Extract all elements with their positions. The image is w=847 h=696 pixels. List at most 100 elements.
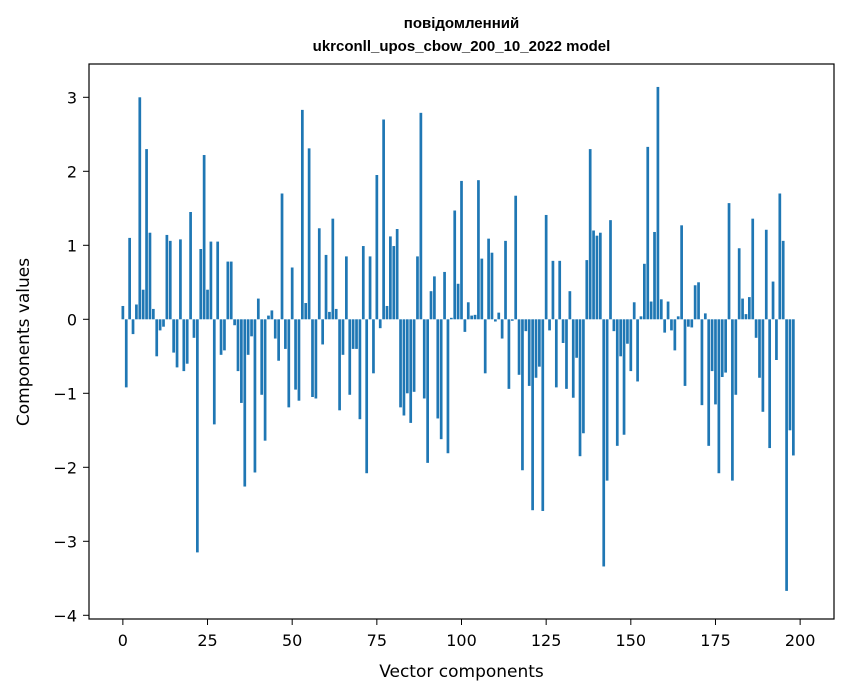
bar bbox=[521, 319, 524, 471]
y-tick-label: −3 bbox=[53, 532, 77, 551]
bar bbox=[185, 319, 189, 364]
bar bbox=[328, 311, 331, 320]
bar bbox=[449, 317, 453, 320]
bar bbox=[734, 319, 738, 395]
bar bbox=[541, 319, 545, 511]
x-tick-label: 50 bbox=[282, 631, 302, 650]
bar bbox=[781, 240, 785, 320]
bar bbox=[720, 319, 724, 378]
x-tick-label: 25 bbox=[197, 631, 217, 650]
bar bbox=[717, 319, 721, 474]
bar bbox=[659, 299, 663, 320]
bar bbox=[361, 246, 365, 320]
bar bbox=[226, 261, 230, 320]
bar bbox=[158, 319, 162, 331]
chart-title-line-2: ukrconll_upos_cbow_200_10_2022 model bbox=[313, 38, 611, 55]
x-axis-label: Vector components bbox=[379, 662, 544, 682]
bar bbox=[223, 319, 226, 351]
bar bbox=[436, 319, 440, 419]
bar bbox=[568, 291, 572, 320]
bar bbox=[151, 308, 155, 320]
bar bbox=[771, 281, 775, 320]
bar bbox=[663, 319, 667, 333]
bar bbox=[480, 258, 484, 320]
bar bbox=[128, 237, 131, 320]
bar bbox=[314, 319, 318, 399]
bar bbox=[761, 319, 765, 412]
bar bbox=[260, 319, 264, 395]
bar bbox=[375, 175, 379, 320]
bar bbox=[277, 319, 280, 361]
bar bbox=[233, 319, 236, 326]
bar bbox=[138, 97, 142, 320]
bar bbox=[737, 248, 741, 320]
bar bbox=[402, 319, 406, 416]
bar bbox=[162, 319, 165, 327]
bar bbox=[168, 240, 172, 320]
bar bbox=[463, 319, 467, 332]
bar bbox=[192, 319, 196, 338]
bar bbox=[629, 319, 633, 372]
bar bbox=[690, 319, 694, 328]
bar bbox=[602, 319, 606, 567]
bar bbox=[487, 238, 490, 320]
bar bbox=[747, 297, 751, 320]
bar bbox=[246, 319, 250, 355]
bar bbox=[338, 319, 341, 411]
bar bbox=[507, 319, 511, 389]
chart-title-line-1: повідомленний bbox=[404, 15, 519, 32]
bar bbox=[385, 305, 389, 320]
bar bbox=[676, 316, 680, 320]
bar bbox=[707, 319, 711, 446]
bar bbox=[209, 241, 213, 320]
bar bbox=[426, 319, 429, 463]
y-tick-label: 1 bbox=[67, 236, 77, 255]
bar bbox=[304, 303, 308, 320]
bar bbox=[460, 180, 463, 320]
bar bbox=[311, 319, 314, 397]
bar bbox=[284, 319, 287, 349]
bar bbox=[280, 193, 284, 320]
bar bbox=[551, 260, 555, 320]
bar bbox=[219, 319, 223, 355]
bar bbox=[236, 319, 240, 372]
bar bbox=[592, 230, 595, 320]
bar bbox=[490, 252, 494, 320]
bar bbox=[121, 305, 125, 320]
y-tick-label: 0 bbox=[67, 310, 77, 329]
bar bbox=[334, 308, 338, 320]
bar bbox=[124, 319, 128, 388]
bar bbox=[653, 231, 656, 320]
bar bbox=[267, 315, 270, 320]
bar bbox=[768, 319, 772, 449]
y-tick-label: 2 bbox=[67, 162, 77, 181]
bar bbox=[619, 319, 623, 357]
bar bbox=[358, 319, 362, 420]
bar bbox=[727, 203, 731, 320]
bar bbox=[148, 232, 152, 320]
bar bbox=[355, 319, 358, 349]
bar bbox=[544, 214, 548, 320]
bar bbox=[656, 86, 660, 320]
bar bbox=[175, 319, 179, 368]
bar bbox=[341, 319, 345, 355]
bar bbox=[290, 267, 294, 320]
bar bbox=[172, 319, 176, 353]
bar bbox=[710, 319, 714, 372]
bar bbox=[453, 210, 457, 320]
bar bbox=[751, 218, 755, 320]
bar bbox=[585, 260, 589, 320]
bar bbox=[792, 319, 795, 456]
bar bbox=[419, 112, 423, 320]
bar bbox=[240, 319, 243, 403]
bar bbox=[680, 225, 683, 320]
bar bbox=[243, 319, 247, 487]
bar bbox=[788, 319, 792, 431]
bar bbox=[199, 249, 203, 320]
bar bbox=[331, 218, 335, 320]
bar bbox=[683, 319, 687, 386]
bar bbox=[270, 310, 274, 320]
bar bbox=[785, 319, 788, 591]
bar bbox=[646, 146, 650, 320]
